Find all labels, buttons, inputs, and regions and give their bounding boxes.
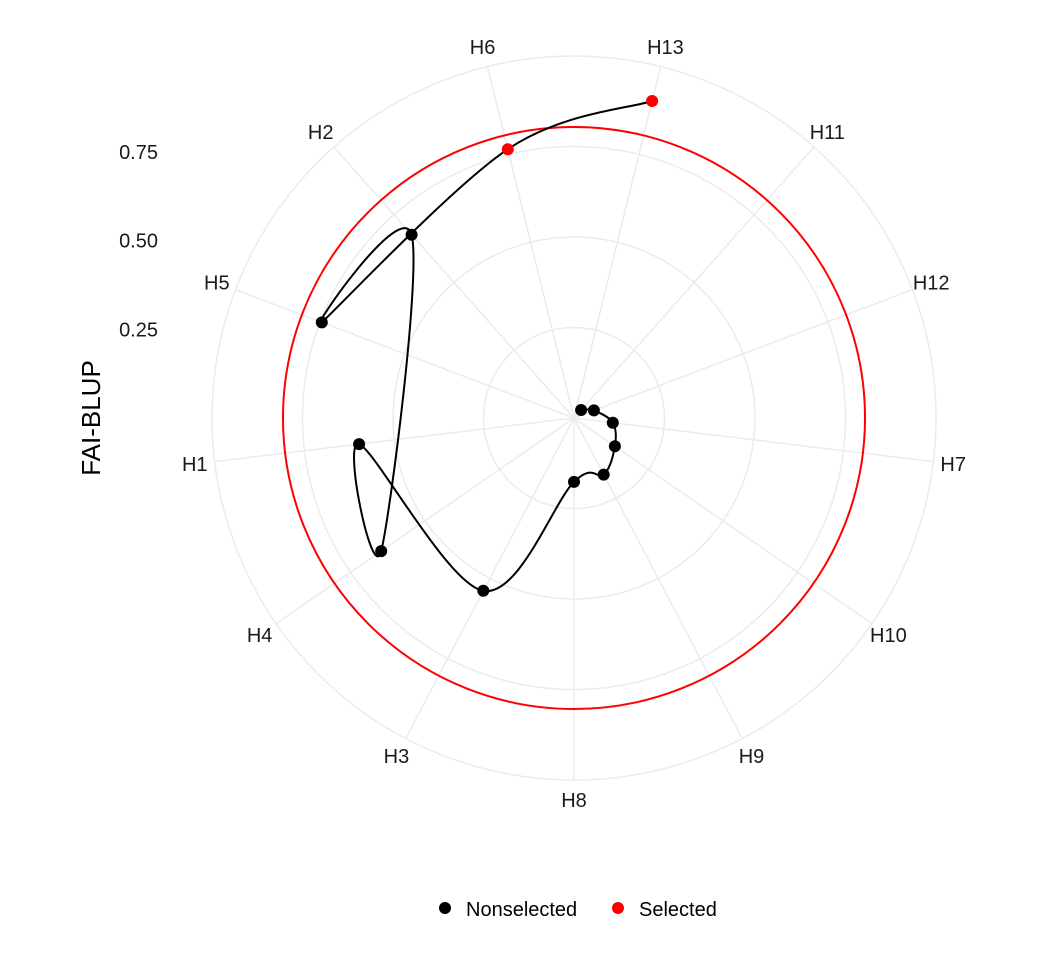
category-label: H7 (940, 454, 966, 476)
point-h7 (606, 416, 619, 429)
point-h6 (501, 143, 514, 156)
radial-tick-labels: 0.25 0.50 0.75 (119, 142, 158, 341)
spoke-line (214, 417, 575, 463)
spoke-line (486, 66, 575, 419)
ranking-curve (319, 100, 653, 592)
selection-threshold-circle (281, 125, 867, 711)
category-label: H8 (561, 790, 587, 812)
point-h3 (477, 584, 490, 597)
legend-nonselected-label: Nonselected (466, 899, 577, 921)
point-h1 (353, 438, 366, 451)
category-label: H3 (384, 746, 410, 768)
category-label: H2 (308, 122, 334, 144)
legend-selected-marker (612, 902, 624, 914)
spoke-line (405, 417, 575, 739)
category-label: H9 (739, 746, 765, 768)
legend-nonselected-marker (439, 902, 451, 914)
point-h5 (315, 316, 328, 329)
category-label: H5 (204, 273, 230, 295)
spoke-line (573, 417, 934, 463)
radial-tick-label: 0.50 (119, 231, 158, 253)
spoke-lines (214, 66, 934, 780)
spoke-line (235, 288, 575, 419)
category-label: H1 (182, 454, 208, 476)
category-label: H10 (870, 625, 907, 647)
spoke-line (573, 288, 913, 419)
spoke-line (275, 417, 575, 625)
category-labels: H13 H11 H12 H7 H10 H9 H8 H3 H4 H1 H5 H2 H6 (182, 37, 966, 812)
category-label: H13 (647, 37, 684, 59)
spoke-line (333, 146, 575, 419)
y-axis-label: FAI-BLUP (76, 360, 106, 476)
spoke-line (573, 417, 743, 739)
category-label: H4 (247, 625, 273, 647)
point-h4 (375, 545, 388, 558)
spoke-line (573, 146, 815, 419)
data-points (315, 95, 659, 597)
point-h9 (597, 468, 610, 481)
category-label: H11 (810, 122, 845, 144)
radial-tick-label: 0.25 (119, 319, 158, 341)
point-h13 (646, 95, 659, 107)
spoke-line (573, 417, 873, 625)
category-label: H12 (913, 273, 950, 295)
point-h2 (405, 228, 418, 241)
radial-tick-label: 0.75 (119, 142, 158, 164)
legend: Nonselected Selected (439, 899, 717, 921)
point-h10 (608, 440, 621, 453)
point-h12 (587, 404, 600, 417)
point-h11 (575, 404, 588, 416)
category-label: H6 (470, 37, 496, 59)
point-h8 (568, 475, 580, 488)
legend-selected-label: Selected (639, 899, 717, 921)
spoke-line (573, 66, 662, 419)
